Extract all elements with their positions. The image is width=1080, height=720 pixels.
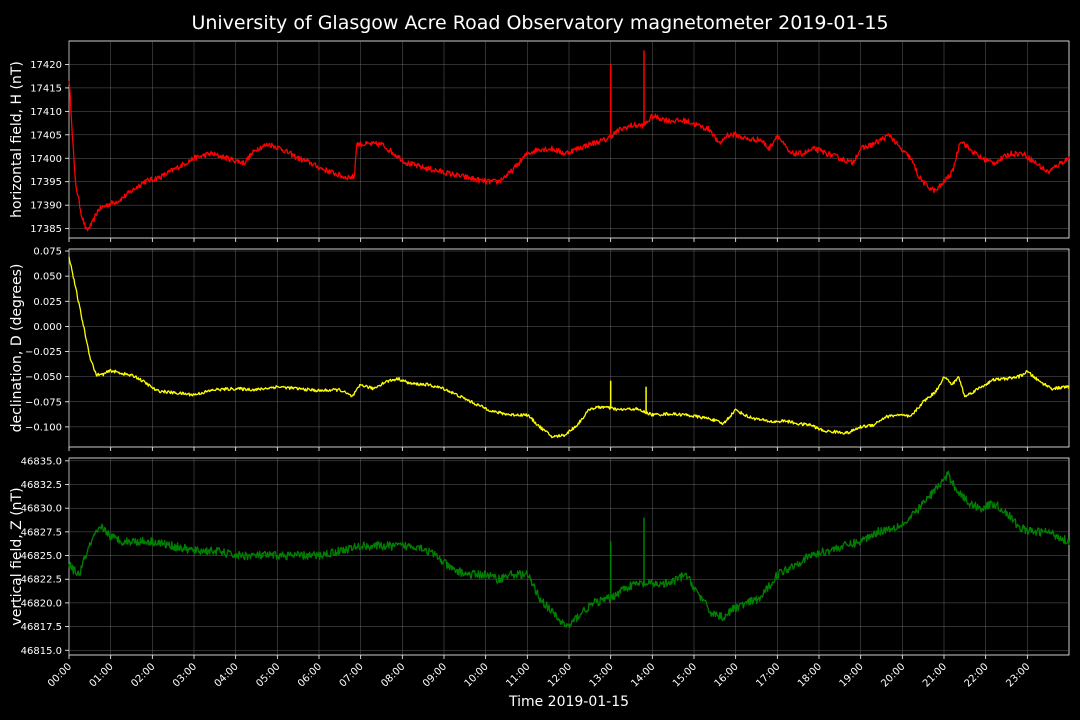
y-tick-label: 17415	[30, 83, 62, 94]
y-tick-label: 46825.0	[21, 551, 62, 562]
y-tick-label: 0.000	[33, 322, 62, 333]
x-axis-label: Time 2019-01-15	[508, 694, 629, 710]
y-axis-label: vertical field, Z (nT)	[9, 487, 25, 625]
y-tick-label: 17420	[30, 60, 62, 71]
panel-2: −0.100 −0.075 −0.050 −0.025 0.000 0.025 0.050 0…	[9, 247, 1070, 451]
y-tick-label: 17385	[30, 224, 62, 235]
y-tick-label: 17390	[30, 201, 62, 212]
series-line	[68, 470, 1070, 629]
chart-panels: 17385 17390 17395 17400 17405 17410 17415 17420…	[9, 40, 1070, 690]
y-tick-label: −0.025	[25, 347, 62, 358]
y-tick-label: 46817.5	[21, 622, 62, 633]
y-tick-label: 17405	[30, 130, 62, 141]
series-line	[68, 80, 1070, 232]
y-tick-label: −0.075	[25, 397, 62, 408]
y-tick-label: 17395	[30, 177, 62, 188]
series-line	[68, 256, 1070, 439]
y-tick-label: −0.100	[25, 422, 62, 433]
y-tick-label: 46830.0	[21, 504, 62, 515]
y-tick-label: 46820.0	[21, 598, 62, 609]
panel-3: 46815.0 46817.5 46820.0 46822.5 46825.0 46827…	[9, 456, 1070, 659]
figure-title: University of Glasgow Acre Road Observat…	[191, 12, 888, 34]
y-tick-label: 46815.0	[21, 646, 62, 657]
y-tick-label: 0.025	[33, 297, 62, 308]
y-tick-label: 17410	[30, 107, 62, 118]
y-axis-label: horizontal field, H (nT)	[9, 61, 25, 218]
y-axis-label: declination, D (degrees)	[9, 264, 25, 433]
y-tick-label: 46822.5	[21, 575, 62, 586]
y-tick-label: 0.075	[33, 247, 62, 258]
y-tick-label: 17400	[30, 154, 62, 165]
y-tick-label: −0.050	[25, 372, 62, 383]
y-tick-label: 0.050	[33, 272, 62, 283]
y-tick-label: 46827.5	[21, 527, 62, 538]
panel-1: 17385 17390 17395 17400 17405 17410 17415 17420…	[9, 40, 1070, 242]
y-tick-label: 46832.5	[21, 480, 62, 491]
y-tick-label: 46835.0	[21, 456, 62, 467]
